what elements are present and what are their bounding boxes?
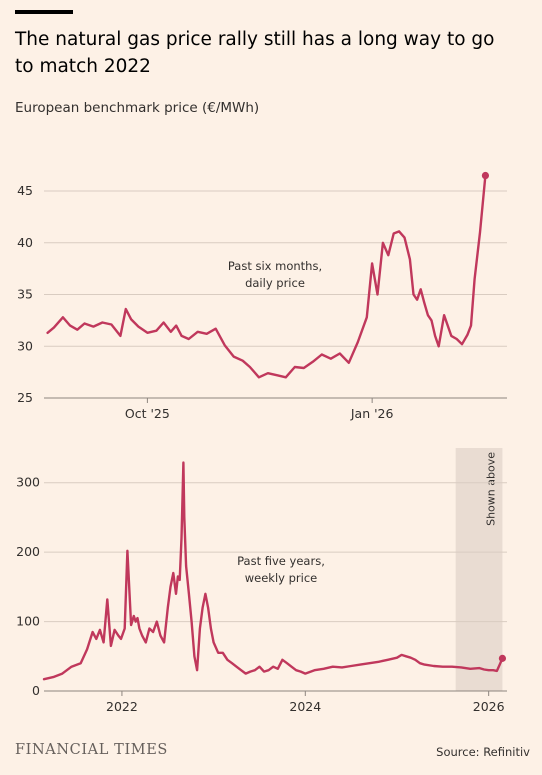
chart-annotation: daily price [245,276,305,290]
y-tick-label: 35 [17,287,33,302]
latest-point-dot [481,171,490,180]
y-tick-label: 25 [17,390,33,405]
y-tick-label: 100 [16,614,40,629]
shaded-region-label: Shown above [484,452,497,526]
chart-annotation: Past six months, [228,259,322,273]
ft-logo-wordmark: FINANCIAL TIMES [15,742,168,758]
x-tick-label: Oct '25 [125,406,170,421]
chart-annotation: weekly price [245,571,318,585]
x-tick-label: 2026 [473,699,505,714]
x-tick-label: 2024 [289,699,321,714]
y-tick-label: 200 [16,544,40,559]
y-tick-label: 300 [16,475,40,490]
chart-subtitle: European benchmark price (€/MWh) [15,100,260,116]
x-tick-label: 2022 [106,699,138,714]
x-tick-label: Jan '26 [350,406,394,421]
price-series-line [46,174,487,379]
price-series-line [42,461,504,681]
y-tick-label: 0 [32,683,40,698]
chart-annotation: Past five years, [237,554,325,568]
ft-top-bar [15,10,73,14]
y-tick-label: 40 [17,235,33,250]
shaded-region [455,448,503,691]
latest-point-dot [498,654,507,662]
chart-title: The natural gas price rally still has a … [15,29,495,77]
y-tick-label: 30 [17,338,33,353]
y-tick-label: 45 [17,183,33,198]
source-note: Source: Refinitiv [436,745,530,759]
